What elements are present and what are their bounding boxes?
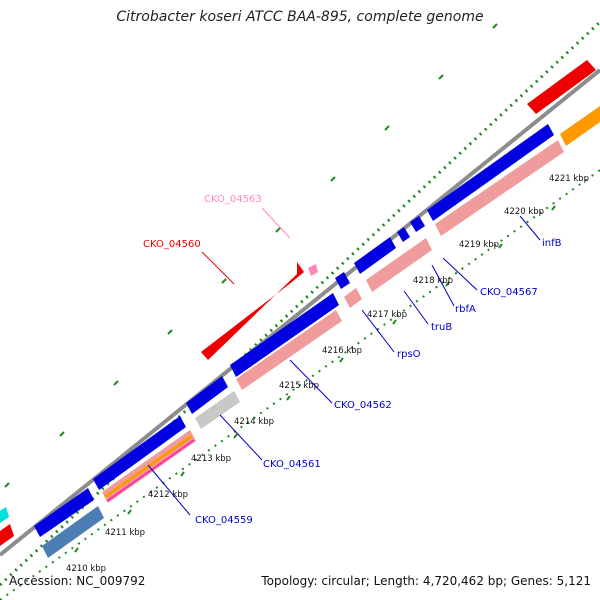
- salmon-feature: [344, 288, 362, 308]
- tick-label: 4221 kbp: [549, 174, 589, 184]
- leader-cko-04561: [219, 414, 263, 461]
- gene-label-cko-04563[interactable]: CKO_04563: [204, 194, 262, 205]
- gene-label-cko-04561[interactable]: CKO_04561: [263, 459, 321, 470]
- gene-feature-cyan-edge: [0, 507, 9, 523]
- cds-blue: [410, 216, 425, 232]
- blue-cds-lane: [34, 124, 554, 537]
- salmon-feature: [435, 140, 564, 236]
- steel-feature: [42, 506, 104, 558]
- gene-label-cko-04567[interactable]: CKO_04567: [480, 287, 538, 298]
- overlay-orange-line: [104, 434, 193, 499]
- outer-major-ticks: [4, 23, 498, 488]
- cds-blue: [93, 416, 186, 490]
- cds-blue: [230, 293, 339, 377]
- tick-label: 4219 kbp: [459, 240, 499, 250]
- gene-label-cko-04560[interactable]: CKO_04560: [143, 239, 201, 250]
- forward-red-features: [0, 60, 596, 546]
- cds-blue: [354, 237, 396, 274]
- genome-backbone: [0, 68, 600, 557]
- gene-label-trub[interactable]: truB: [431, 322, 452, 333]
- reverse-strand-lane: [42, 106, 600, 558]
- gene-label-cko-04559[interactable]: CKO_04559: [195, 515, 253, 526]
- map-title: Citrobacter koseri ATCC BAA-895, complet…: [116, 9, 484, 25]
- inner-tick-track: [0, 169, 600, 600]
- cds-blue: [397, 227, 410, 242]
- leader-infb: [519, 215, 541, 241]
- gene-feature-red: [527, 60, 596, 114]
- tick-label: 4218 kbp: [413, 276, 453, 286]
- cko-04563-marker: [308, 264, 318, 276]
- tick-label: 4216 kbp: [322, 346, 362, 356]
- silver-feature: [195, 391, 240, 429]
- leader-cko-04563: [261, 207, 291, 239]
- tick-label: 4220 kbp: [504, 207, 544, 217]
- salmon-feature: [366, 238, 432, 292]
- tick-label: 4217 kbp: [367, 310, 407, 320]
- leader-cko-04560: [201, 251, 235, 285]
- gene-label-rbfa[interactable]: rbfA: [455, 304, 476, 315]
- tick-label: 4210 kbp: [66, 564, 106, 574]
- accession-text: Accession: NC_009792: [9, 574, 146, 588]
- cds-blue: [186, 376, 228, 414]
- genome-stats-text: Topology: circular; Length: 4,720,462 bp…: [261, 574, 591, 588]
- gene-feature-orange: [560, 106, 600, 146]
- gene-label-infb[interactable]: infB: [542, 238, 562, 249]
- tick-label: 4215 kbp: [279, 381, 319, 391]
- leader-cko-04559: [147, 464, 191, 516]
- cds-blue: [427, 124, 554, 221]
- tick-label: 4213 kbp: [191, 454, 231, 464]
- tick-label: 4211 kbp: [105, 528, 145, 538]
- tick-label: 4212 kbp: [148, 490, 188, 500]
- cko-04560-arrow: [201, 262, 304, 360]
- gene-label-rpso[interactable]: rpsO: [397, 349, 421, 360]
- inner-major-ticks: [74, 205, 556, 553]
- salmon-feature: [236, 310, 342, 390]
- cds-blue: [335, 272, 350, 289]
- gene-feature-red-edge: [0, 524, 14, 546]
- leader-rpso: [361, 309, 395, 353]
- tick-label: 4214 kbp: [234, 417, 274, 427]
- overlay-pink-line: [106, 439, 195, 502]
- gene-label-cko-04562[interactable]: CKO_04562: [334, 400, 392, 411]
- leader-trub: [403, 290, 429, 325]
- leader-rbfa: [431, 264, 455, 307]
- leader-cko-04562: [289, 359, 333, 404]
- leader-cko-04567: [442, 257, 478, 291]
- cds-blue: [34, 488, 94, 537]
